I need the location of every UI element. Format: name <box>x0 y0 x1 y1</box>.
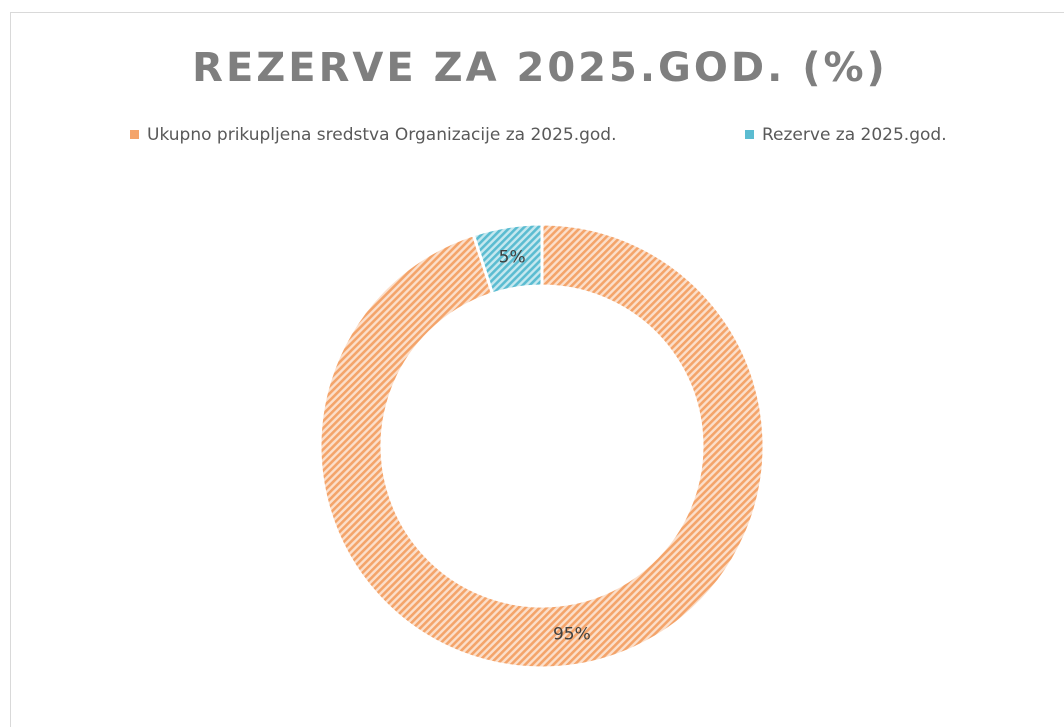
legend-swatch <box>130 130 139 139</box>
data-label: 95% <box>553 625 591 645</box>
doughnut-slice <box>471 222 544 296</box>
doughnut-slice <box>318 222 766 670</box>
chart-title: REZERVE ZA 2025.GOD. (%) <box>192 45 888 91</box>
legend-swatch <box>745 130 754 139</box>
data-label: 5% <box>499 247 526 267</box>
legend-label: Rezerve za 2025.god. <box>762 125 947 145</box>
legend-label: Ukupno prikupljena sredstva Organizacije… <box>147 125 617 145</box>
